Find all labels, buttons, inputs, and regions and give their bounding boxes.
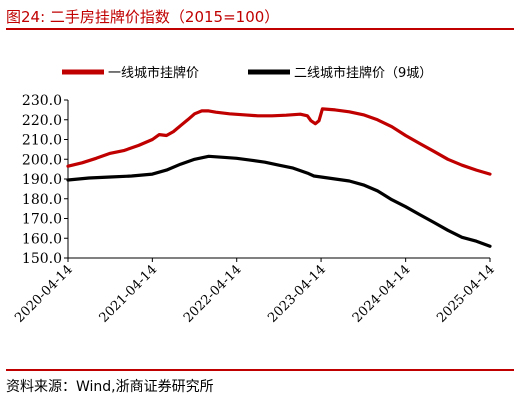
y-tick-label: 210.0 bbox=[22, 133, 62, 149]
line-chart: 一线城市挂牌价 二线城市挂牌价（9城） 150.0 160.0 170.0 180.0… bbox=[12, 65, 498, 326]
y-tick-label: 180.0 bbox=[22, 192, 62, 208]
y-tick-label: 230.0 bbox=[22, 93, 62, 109]
x-tick-label: 2025-04-14 bbox=[434, 262, 498, 326]
series-line-1 bbox=[66, 107, 492, 176]
chart-legend: 一线城市挂牌价 二线城市挂牌价（9城） bbox=[62, 65, 432, 81]
y-tick-label: 160.0 bbox=[22, 231, 62, 247]
y-tick-label: 150.0 bbox=[22, 251, 62, 267]
y-tick-label: 220.0 bbox=[22, 113, 62, 129]
chart-series bbox=[66, 107, 492, 248]
series-line-2 bbox=[66, 154, 492, 248]
legend-label-series-1: 一线城市挂牌价 bbox=[108, 65, 199, 81]
y-tick-label: 170.0 bbox=[22, 212, 62, 228]
title-bar: 图24: 二手房挂牌价指数（2015=100） bbox=[6, 4, 514, 30]
x-tick-label: 2023-04-14 bbox=[265, 262, 329, 326]
x-tick-label: 2020-04-14 bbox=[12, 262, 76, 326]
chart-title: 图24: 二手房挂牌价指数（2015=100） bbox=[6, 8, 280, 26]
x-tick-label: 2022-04-14 bbox=[181, 262, 245, 326]
chart-axes: 150.0 160.0 170.0 180.0 190.0 200.0 210.0 220.0… bbox=[12, 93, 498, 326]
source-note: 资料来源：Wind,浙商证券研究所 bbox=[6, 379, 214, 395]
x-tick-label: 2024-04-14 bbox=[350, 262, 414, 326]
bottom-rule bbox=[6, 369, 514, 371]
y-tick-label: 190.0 bbox=[22, 172, 62, 188]
x-tick-label: 2021-04-14 bbox=[97, 262, 161, 326]
legend-label-series-2: 二线城市挂牌价（9城） bbox=[294, 65, 432, 81]
y-tick-label: 200.0 bbox=[22, 152, 62, 168]
